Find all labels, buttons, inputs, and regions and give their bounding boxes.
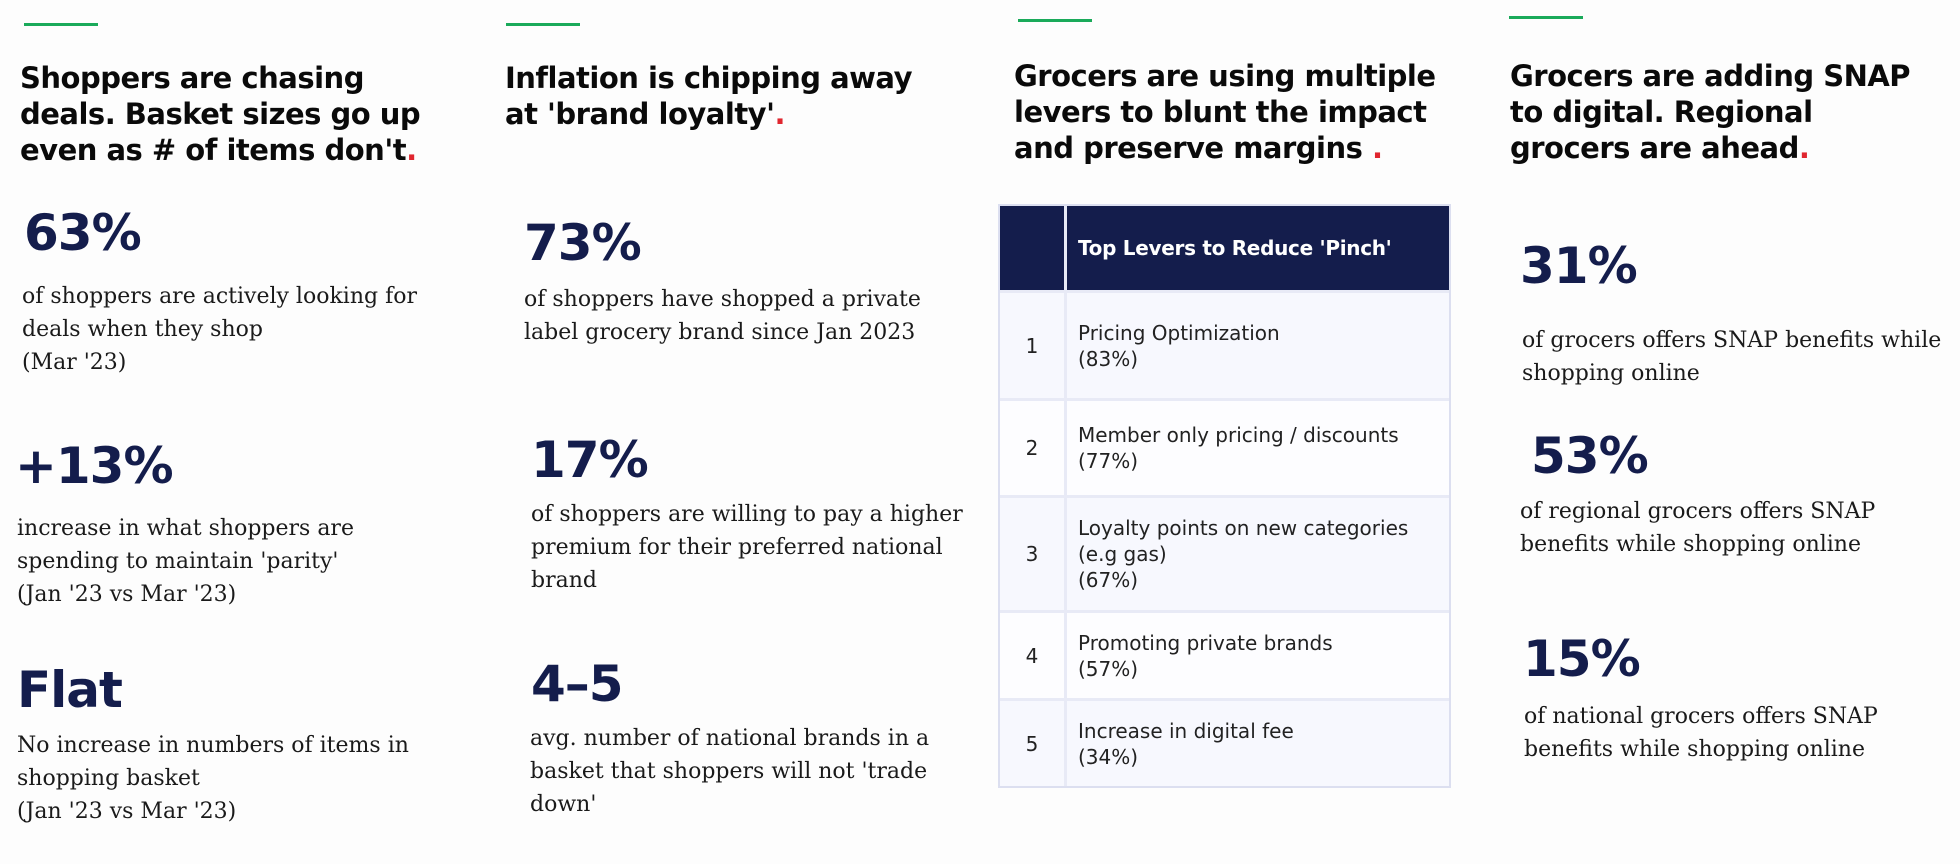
stat-description: of national grocers offers SNAP benefits… <box>1524 704 1878 762</box>
stat-description: No increase in numbers of items in shopp… <box>17 733 409 824</box>
row-rank: 5 <box>1000 701 1067 786</box>
accent-rule <box>1509 16 1583 19</box>
stat-value: +13% <box>15 437 174 495</box>
table-header-title: Top Levers to Reduce 'Pinch' <box>1078 236 1392 260</box>
stat-value: 17% <box>531 431 649 489</box>
table-row: 4 Promoting private brands (57%) <box>1000 610 1449 698</box>
accent-rule <box>1018 19 1092 22</box>
row-label: Loyalty points on new categories (e.g ga… <box>1078 516 1409 566</box>
row-label: Increase in digital fee <box>1078 718 1294 743</box>
row-label: Member only pricing / discounts <box>1078 423 1399 447</box>
row-rank: 2 <box>1000 401 1067 495</box>
stat-description: increase in what shoppers are spending t… <box>17 516 354 607</box>
table-row: 2 Member only pricing / discounts (77%) <box>1000 398 1449 495</box>
stat-value: 63% <box>24 204 142 262</box>
headline: Grocers are adding SNAP to digital. Regi… <box>1510 59 1911 165</box>
table-header: Top Levers to Reduce 'Pinch' <box>1000 206 1449 290</box>
headline: Grocers are using multiple levers to blu… <box>1014 59 1436 165</box>
row-percent: (67%) <box>1078 568 1139 592</box>
stat-value: Flat <box>17 661 123 719</box>
stat-description: of regional grocers offers SNAP benefits… <box>1520 499 1876 557</box>
row-percent: (77%) <box>1078 449 1139 473</box>
row-rank: 3 <box>1000 498 1067 610</box>
stat-description: of shoppers have shopped a private label… <box>524 287 921 345</box>
stat-value: 31% <box>1520 237 1638 295</box>
stat-description: avg. number of national brands in a bask… <box>530 726 930 817</box>
table-row: 1 Pricing Optimization (83%) <box>1000 290 1449 398</box>
row-rank: 4 <box>1000 613 1067 698</box>
row-rank: 1 <box>1000 293 1067 398</box>
stat-description: of shoppers are willing to pay a higher … <box>531 502 963 593</box>
accent-rule <box>24 23 98 26</box>
row-percent: (34%) <box>1078 744 1139 769</box>
row-percent: (57%) <box>1078 656 1139 681</box>
stat-description: of shoppers are actively looking for dea… <box>22 284 417 375</box>
table-row: 5 Increase in digital fee (34%) <box>1000 698 1449 786</box>
levers-table: Top Levers to Reduce 'Pinch' 1 Pricing O… <box>998 204 1451 788</box>
stat-value: 4–5 <box>531 655 624 713</box>
headline: Inflation is chipping away at 'brand loy… <box>505 61 913 131</box>
row-label: Promoting private brands <box>1078 630 1333 655</box>
headline: Shoppers are chasing deals. Basket sizes… <box>20 61 421 167</box>
table-header-rank-cell <box>1000 206 1067 290</box>
row-label: Pricing Optimization <box>1078 320 1280 345</box>
stat-description: of grocers offers SNAP benefits while sh… <box>1522 328 1942 386</box>
row-percent: (83%) <box>1078 346 1139 371</box>
stat-value: 15% <box>1523 630 1641 688</box>
table-row: 3 Loyalty points on new categories (e.g … <box>1000 495 1449 610</box>
stat-value: 53% <box>1531 427 1649 485</box>
accent-rule <box>506 23 580 26</box>
stat-value: 73% <box>524 214 642 272</box>
